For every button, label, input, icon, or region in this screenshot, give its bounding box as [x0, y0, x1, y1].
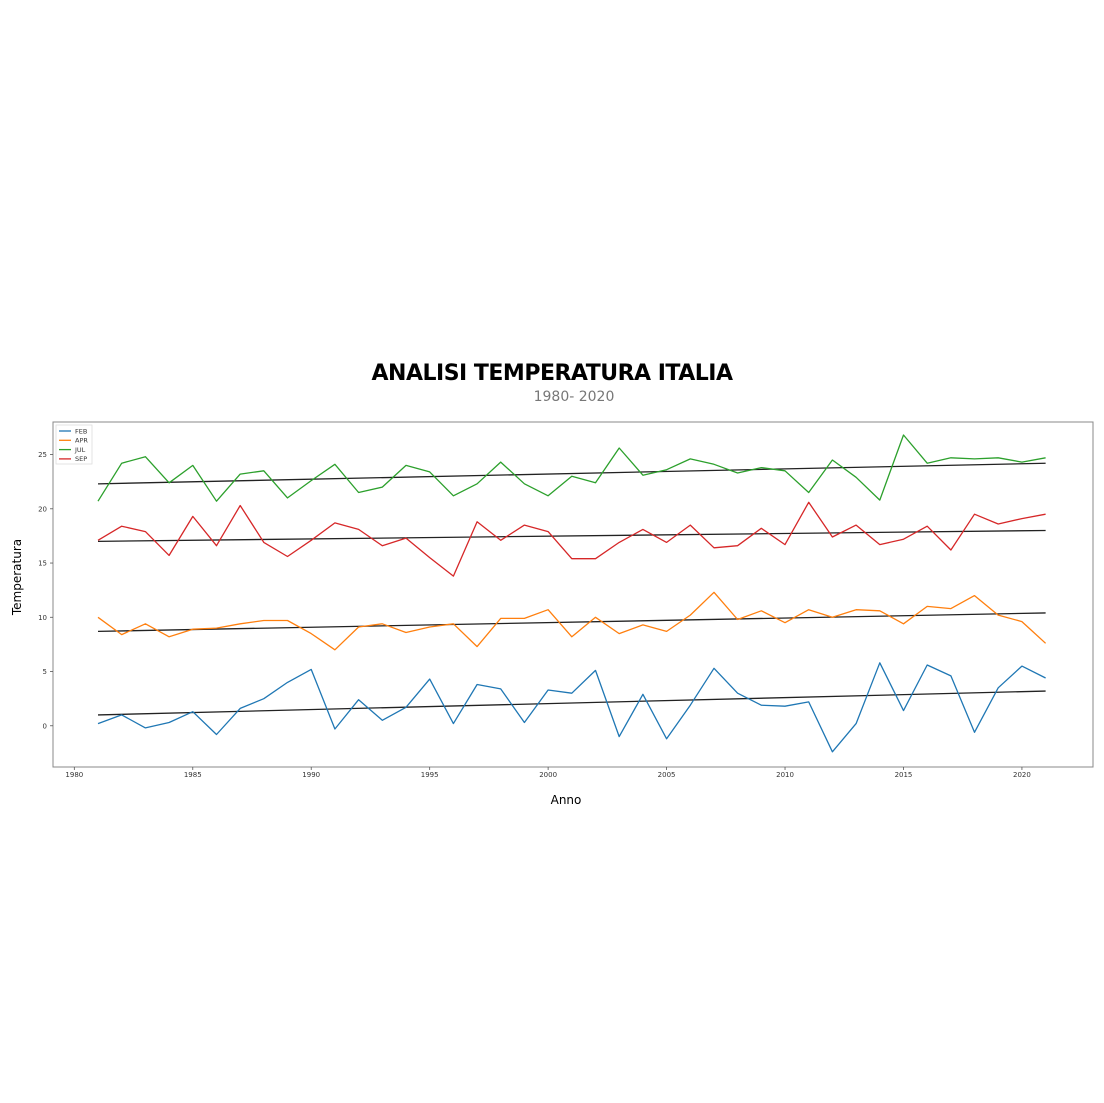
- y-tick-label: 10: [38, 614, 47, 622]
- y-tick-label: 25: [38, 451, 47, 459]
- legend-label-jul: JUL: [74, 446, 86, 454]
- x-tick-label: 2010: [776, 771, 794, 779]
- x-axis-label: Anno: [551, 793, 582, 807]
- y-tick-label: 0: [43, 722, 47, 730]
- legend-label-apr: APR: [75, 437, 88, 445]
- x-tick-label: 1980: [65, 771, 83, 779]
- y-tick-label: 15: [38, 560, 47, 568]
- x-tick-label: 2015: [895, 771, 913, 779]
- chart-subtitle: 1980- 2020: [533, 389, 615, 405]
- trend-line-sep: [98, 529, 1046, 542]
- series-line-apr: [97, 591, 1047, 651]
- x-tick-label: 1995: [421, 771, 439, 779]
- x-tick-label: 2000: [539, 771, 557, 779]
- plot-area: [52, 421, 1094, 768]
- chart-title: ANALISI TEMPERATURA ITALIA: [371, 361, 733, 386]
- trend-line-feb: [97, 690, 1046, 716]
- series-line-jul: [97, 434, 1046, 502]
- trend-line-apr: [97, 612, 1046, 633]
- y-tick-label: 20: [38, 505, 47, 513]
- series-line-sep: [97, 501, 1046, 577]
- trend-line-jul: [97, 462, 1046, 485]
- legend-label-sep: SEP: [75, 455, 87, 463]
- y-tick-label: 5: [43, 668, 47, 676]
- legend-label-feb: FEB: [75, 427, 87, 435]
- x-tick-label: 2020: [1013, 771, 1031, 779]
- series-line-feb: [97, 662, 1046, 753]
- y-axis-label: Temperatura: [10, 539, 24, 616]
- x-tick-label: 1985: [184, 771, 202, 779]
- x-tick-label: 1990: [302, 771, 320, 779]
- x-tick-label: 2005: [658, 771, 676, 779]
